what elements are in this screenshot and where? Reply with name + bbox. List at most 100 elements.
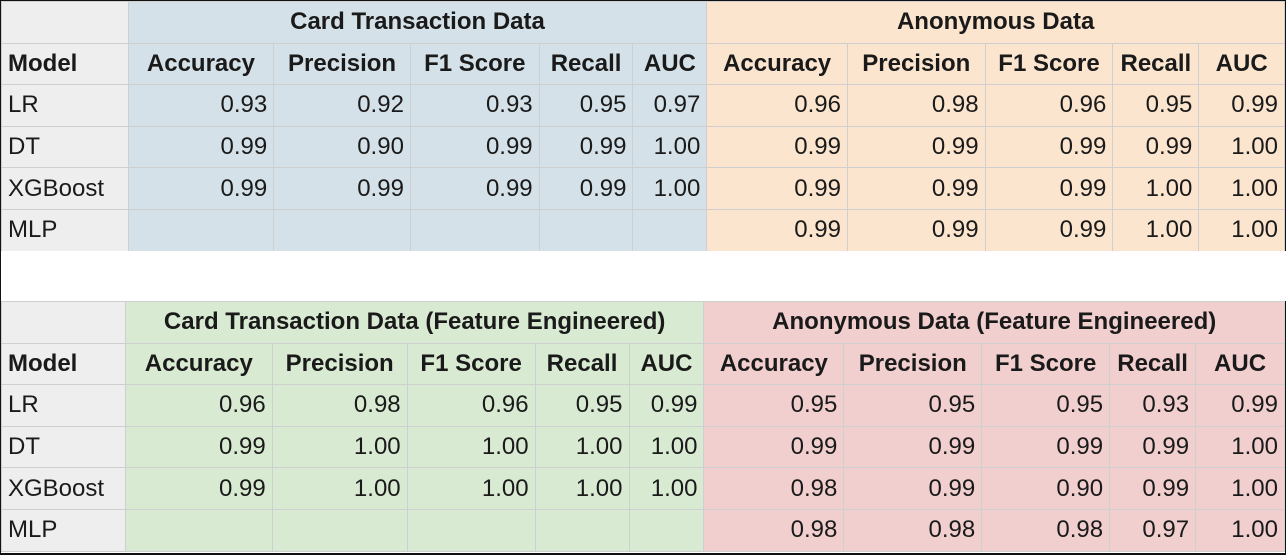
value-cell: 1.00 bbox=[1198, 125, 1285, 169]
value-cell bbox=[406, 508, 536, 552]
value-cell: 0.96 bbox=[406, 384, 536, 427]
value-cell: 0.95 bbox=[534, 384, 630, 427]
col-header-recall: Recall bbox=[534, 342, 630, 386]
table-row: MLP 0.98 0.98 0.98 0.97 1.00 bbox=[1, 508, 1285, 552]
value-cell: 0.99 bbox=[1195, 384, 1285, 427]
value-cell: 0.90 bbox=[273, 125, 411, 169]
model-column-header: Model bbox=[1, 42, 129, 86]
value-cell: 0.99 bbox=[846, 167, 986, 210]
col-header-accuracy: Accuracy bbox=[127, 42, 275, 86]
value-cell: 0.99 bbox=[984, 167, 1114, 210]
value-cell: 1.00 bbox=[1112, 167, 1200, 210]
value-cell: 1.00 bbox=[632, 125, 708, 169]
value-cell: 0.99 bbox=[409, 167, 540, 210]
value-cell bbox=[271, 508, 408, 552]
value-cell: 0.99 bbox=[127, 125, 275, 169]
value-cell: 0.99 bbox=[1112, 125, 1200, 169]
value-cell: 0.99 bbox=[981, 425, 1111, 469]
model-name-cell: LR bbox=[1, 84, 129, 127]
model-name-cell: XGBoost bbox=[1, 167, 129, 210]
model-name-cell: XGBoost bbox=[1, 467, 126, 510]
col-header-f1-score: F1 Score bbox=[981, 342, 1111, 386]
value-cell: 0.90 bbox=[981, 467, 1111, 510]
value-cell: 0.99 bbox=[984, 208, 1114, 252]
model-name-cell: DT bbox=[1, 125, 129, 169]
col-header-f1-score: F1 Score bbox=[984, 42, 1114, 86]
table-gap bbox=[1, 251, 1286, 301]
value-cell: 0.99 bbox=[1198, 84, 1285, 127]
column-header-row: Model Accuracy Precision F1 Score Recall… bbox=[1, 342, 1285, 386]
col-header-precision: Precision bbox=[273, 42, 411, 86]
value-cell: 0.99 bbox=[843, 425, 983, 469]
corner-cell bbox=[1, 301, 126, 344]
value-cell: 0.99 bbox=[843, 467, 983, 510]
value-cell: 1.00 bbox=[1195, 425, 1285, 469]
value-cell: 0.98 bbox=[703, 467, 845, 510]
value-cell: 0.96 bbox=[706, 84, 848, 127]
col-header-auc: AUC bbox=[1195, 342, 1285, 386]
value-cell: 0.99 bbox=[706, 208, 848, 252]
value-cell bbox=[273, 208, 411, 252]
value-cell: 0.99 bbox=[706, 167, 848, 210]
value-cell: 0.95 bbox=[981, 384, 1111, 427]
table-row: LR 0.96 0.98 0.96 0.95 0.99 0.95 0.95 0.… bbox=[1, 384, 1285, 427]
value-cell: 0.98 bbox=[271, 384, 408, 427]
value-cell bbox=[127, 208, 275, 252]
table-row: XGBoost 0.99 0.99 0.99 0.99 1.00 0.99 0.… bbox=[1, 167, 1285, 210]
group-header-row: Card Transaction Data (Feature Engineere… bbox=[1, 301, 1285, 344]
value-cell: 1.00 bbox=[632, 167, 708, 210]
value-cell: 1.00 bbox=[628, 425, 705, 469]
value-cell: 1.00 bbox=[534, 425, 630, 469]
col-header-f1-score: F1 Score bbox=[406, 342, 536, 386]
value-cell: 0.97 bbox=[1109, 508, 1197, 552]
value-cell: 0.99 bbox=[846, 208, 986, 252]
col-header-auc: AUC bbox=[1198, 42, 1285, 86]
value-cell bbox=[124, 508, 273, 552]
value-cell: 0.99 bbox=[124, 425, 273, 469]
group-header-card-transaction: Card Transaction Data bbox=[127, 1, 708, 44]
value-cell: 0.99 bbox=[409, 125, 540, 169]
col-header-recall: Recall bbox=[538, 42, 634, 86]
value-cell: 0.99 bbox=[846, 125, 986, 169]
table-row: LR 0.93 0.92 0.93 0.95 0.97 0.96 0.98 0.… bbox=[1, 84, 1285, 127]
value-cell: 0.99 bbox=[706, 125, 848, 169]
value-cell: 0.99 bbox=[538, 125, 634, 169]
value-cell: 1.00 bbox=[1198, 208, 1285, 252]
col-header-accuracy: Accuracy bbox=[703, 342, 845, 386]
table-row: XGBoost 0.99 1.00 1.00 1.00 1.00 0.98 0.… bbox=[1, 467, 1285, 510]
value-cell: 1.00 bbox=[628, 467, 705, 510]
results-table-top: Card Transaction Data Anonymous Data Mod… bbox=[1, 1, 1285, 252]
group-header-anonymous: Anonymous Data bbox=[706, 1, 1285, 44]
value-cell: 0.98 bbox=[981, 508, 1111, 552]
value-cell: 0.93 bbox=[409, 84, 540, 127]
value-cell: 1.00 bbox=[534, 467, 630, 510]
value-cell: 0.98 bbox=[846, 84, 986, 127]
value-cell bbox=[534, 508, 630, 552]
value-cell: 1.00 bbox=[1112, 208, 1200, 252]
model-name-cell: MLP bbox=[1, 208, 129, 252]
table-row: MLP 0.99 0.99 0.99 1.00 1.00 bbox=[1, 208, 1285, 252]
value-cell: 0.93 bbox=[127, 84, 275, 127]
value-cell: 0.98 bbox=[843, 508, 983, 552]
value-cell: 0.99 bbox=[628, 384, 705, 427]
model-name-cell: DT bbox=[1, 425, 126, 469]
value-cell: 1.00 bbox=[271, 467, 408, 510]
results-table-bottom: Card Transaction Data (Feature Engineere… bbox=[1, 301, 1285, 552]
model-name-cell: MLP bbox=[1, 508, 126, 552]
table-row: DT 0.99 0.90 0.99 0.99 1.00 0.99 0.99 0.… bbox=[1, 125, 1285, 169]
model-name-cell: LR bbox=[1, 384, 126, 427]
value-cell: 0.99 bbox=[703, 425, 845, 469]
value-cell bbox=[628, 508, 705, 552]
value-cell bbox=[538, 208, 634, 252]
value-cell: 0.93 bbox=[1109, 384, 1197, 427]
value-cell: 0.99 bbox=[538, 167, 634, 210]
value-cell: 0.99 bbox=[273, 167, 411, 210]
value-cell: 0.99 bbox=[1109, 425, 1197, 469]
value-cell: 1.00 bbox=[406, 425, 536, 469]
value-cell: 0.92 bbox=[273, 84, 411, 127]
group-header-card-transaction-feature-engineered: Card Transaction Data (Feature Engineere… bbox=[124, 301, 705, 344]
col-header-recall: Recall bbox=[1109, 342, 1197, 386]
value-cell: 0.95 bbox=[538, 84, 634, 127]
col-header-f1-score: F1 Score bbox=[409, 42, 540, 86]
